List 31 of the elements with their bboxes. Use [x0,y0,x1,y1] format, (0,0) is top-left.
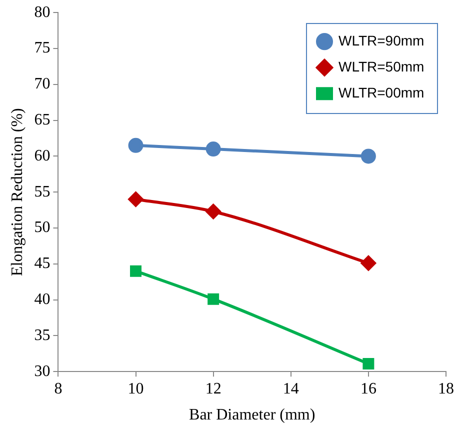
point [130,265,142,277]
point [128,138,144,153]
point [362,358,374,370]
y-tick-label: 50 [34,219,50,236]
legend-label: WLTR=00mm [338,84,424,100]
point [128,192,144,207]
y-tick-label: 40 [34,291,50,308]
x-tick-label: 14 [282,380,299,398]
x-axis-title: Bar Diameter (mm) [189,406,316,424]
y-tick-label: 30 [34,362,50,380]
point [206,142,221,157]
x-tick-label: 10 [128,380,144,398]
y-axis-title: Elongation Reduction (%) [8,108,26,276]
y-tick-label: 75 [34,40,50,57]
x-tick-label: 18 [438,380,454,398]
legend-label: WLTR=50mm [338,58,424,74]
point [206,204,221,219]
x-tick-label: 8 [54,380,62,398]
x-tick-label: 12 [205,380,222,398]
y-tick-label: 60 [34,147,50,164]
y-tick-label: 70 [34,76,50,93]
point [208,293,220,305]
legend-label: WLTR=90mm [338,32,424,48]
y-tick-label: 35 [34,326,50,344]
x-tick-label: 16 [360,380,376,398]
point [360,148,376,164]
y-tick-label: 65 [34,112,50,129]
y-tick-label: 55 [34,183,50,200]
y-tick-label: 80 [34,4,50,21]
point [360,256,376,271]
y-tick-label: 45 [34,255,50,272]
